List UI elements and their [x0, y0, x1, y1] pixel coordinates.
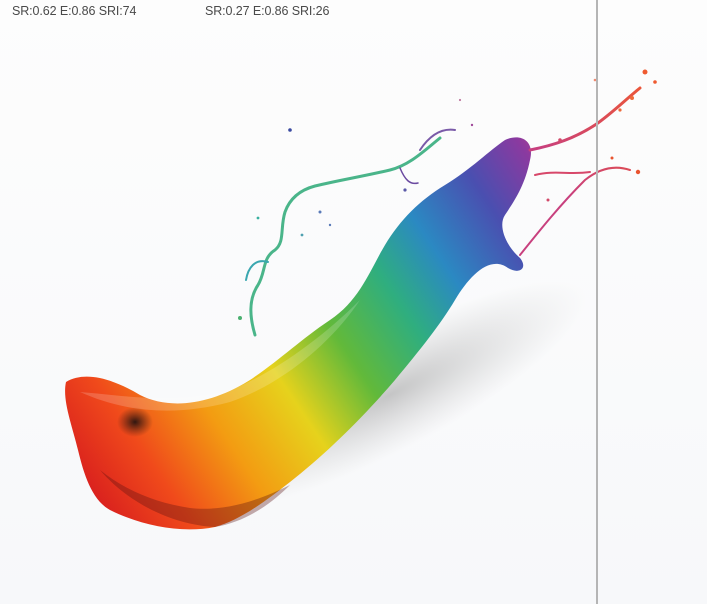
splash-body: [65, 137, 531, 530]
splash-shading: [100, 470, 290, 527]
splash-highlight: [80, 300, 360, 411]
splash-dark-spot: [117, 407, 153, 437]
splash-droplets: [238, 69, 657, 320]
comparison-divider[interactable]: [596, 0, 598, 604]
right-metrics-label: SR:0.27 E:0.86 SRI:26: [205, 4, 330, 18]
splash-spray: [528, 86, 642, 152]
left-metrics-label: SR:0.62 E:0.86 SRI:74: [12, 4, 137, 18]
splash-tendril: [249, 136, 442, 337]
